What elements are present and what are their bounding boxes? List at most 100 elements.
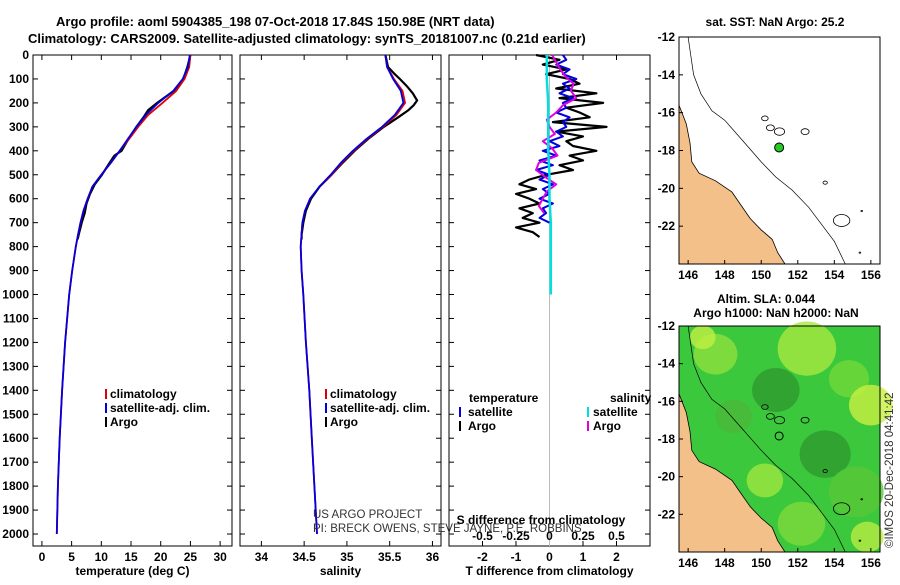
sla-anomaly-patch [746, 463, 784, 498]
x-tick-label: 30 [213, 550, 227, 564]
imos-timestamp: ©IMOS 20-Dec-2018 04:41:42 [884, 392, 896, 548]
map-y-tick-label: -22 [658, 507, 676, 521]
y-tick-label: 400 [9, 144, 29, 158]
x-tick-label: 15 [124, 550, 138, 564]
figure-title-line1: Argo profile: aoml 5904385_198 07-Oct-20… [56, 14, 495, 29]
map-x-tick-label: 156 [861, 556, 881, 570]
y-tick-label: 1700 [2, 455, 29, 469]
reef-outline [761, 115, 769, 122]
panel-frame-temp [32, 54, 233, 547]
s-tick-label: 0.25 [571, 529, 595, 543]
y-tick-label: 700 [9, 216, 29, 230]
map-x-tick-label: 154 [824, 556, 844, 570]
reef-outline [858, 539, 862, 542]
y-tick-label: 200 [9, 96, 29, 110]
map-x-tick-label: 148 [715, 268, 735, 282]
series-line-t-satellite [535, 54, 578, 224]
map-y-tick-label: -16 [658, 394, 676, 408]
y-tick-label: 0 [22, 48, 29, 62]
series-line-t-argo [514, 53, 608, 238]
shelf-contour [687, 325, 846, 553]
credit-line1: US ARGO PROJECT [313, 509, 422, 521]
legend-label: satellite-adj. clim. [110, 401, 210, 415]
s-tick-label: 0.5 [608, 529, 625, 543]
series-line-argo [300, 54, 419, 240]
y-tick-label: 1900 [2, 503, 29, 517]
y-tick-label: 1800 [2, 479, 29, 493]
x-tick-label: 1 [580, 550, 587, 564]
legend-label: climatology [110, 387, 177, 401]
y-tick-label: 1400 [2, 383, 29, 397]
map-y-tick-label: -20 [658, 181, 676, 195]
y-tick-label: 300 [9, 120, 29, 134]
x-tick-label: 36 [426, 550, 440, 564]
x-tick-label: 0 [39, 550, 46, 564]
sla-map-title-line2: Argo h1000: NaN h2000: NaN [693, 306, 858, 320]
sla-anomaly-patch [689, 325, 716, 350]
s-tick-label: -0.5 [472, 529, 493, 543]
map-x-tick-label: 154 [824, 268, 844, 282]
map-y-tick-label: -16 [658, 106, 676, 120]
reef-outline [860, 209, 864, 213]
x-tick-label: -2 [477, 550, 488, 564]
y-tick-label: 1500 [2, 407, 29, 421]
s-tick-label: -0.25 [502, 529, 530, 543]
reef-outline [822, 180, 828, 185]
legend-label: Argo [330, 415, 358, 429]
sla-anomaly-patch [777, 501, 826, 546]
s-tick-label: 0 [546, 529, 553, 543]
x-tick-label: 2 [613, 550, 620, 564]
sla-map: 146 148 150 152 154 156 -12 -14 -16 -18 -20 -22 [658, 319, 893, 570]
map-x-tick-label: 150 [751, 268, 771, 282]
y-tick-label: 500 [9, 168, 29, 182]
land-mass [678, 393, 786, 553]
sla-anomaly-patch [828, 466, 884, 518]
map-x-tick-label: 152 [788, 268, 808, 282]
x-tick-label: 35.5 [378, 550, 402, 564]
y-tick-label: 800 [9, 240, 29, 254]
argo-position-marker [774, 431, 784, 441]
reef-outline [765, 124, 775, 132]
map-y-tick-label: -18 [658, 432, 676, 446]
reef-outline [833, 214, 851, 227]
sla-anomaly-patch [777, 321, 837, 376]
y-tick-label: 600 [9, 192, 29, 206]
x-axis-label: salinity [320, 564, 362, 578]
map-y-tick-label: -18 [658, 144, 676, 158]
sst-map: 146 148 150 152 154 156 -12 -14 -16 -18 -20 -22 [658, 30, 882, 282]
y-tick-label: 1600 [2, 431, 29, 445]
land-mass [678, 104, 786, 265]
map-x-tick-label: 156 [861, 268, 881, 282]
legend-label: climatology [330, 387, 397, 401]
figure-title-line2: Climatology: CARS2009. Satellite-adjuste… [28, 31, 586, 46]
x-tick-label: 34.5 [292, 550, 316, 564]
reef-outline [860, 498, 864, 501]
reef-outline [858, 251, 862, 254]
legend-label: Argo [593, 419, 621, 433]
map-y-tick-label: -12 [658, 319, 676, 333]
sst-map-title: sat. SST: NaN Argo: 25.2 [706, 15, 845, 29]
map-x-tick-label: 152 [788, 556, 808, 570]
series-line-climatology [55, 54, 192, 535]
sla-anomaly-patch [799, 430, 851, 478]
x-tick-label: 20 [154, 550, 168, 564]
map-y-tick-label: -12 [658, 30, 676, 44]
s-axis-title: S difference from climatology [457, 513, 626, 527]
series-line-s-argo [535, 54, 578, 214]
shelf-contour [687, 36, 846, 265]
x-tick-label: 10 [95, 550, 109, 564]
map-y-tick-label: -22 [658, 219, 676, 233]
sla-anomaly-patch [715, 399, 753, 434]
legend-label: satellite [468, 405, 513, 419]
reef-outline [765, 413, 775, 420]
y-tick-label: 100 [9, 72, 29, 86]
series-line-climatology [299, 54, 407, 535]
map-x-tick-label: 148 [715, 556, 735, 570]
x-tick-label: 34 [255, 550, 269, 564]
sla-map-title-line1: Altim. SLA: 0.044 [717, 292, 815, 306]
y-tick-label: 1100 [3, 311, 29, 325]
reef-outline [773, 127, 786, 136]
y-tick-label: 1300 [2, 359, 29, 373]
